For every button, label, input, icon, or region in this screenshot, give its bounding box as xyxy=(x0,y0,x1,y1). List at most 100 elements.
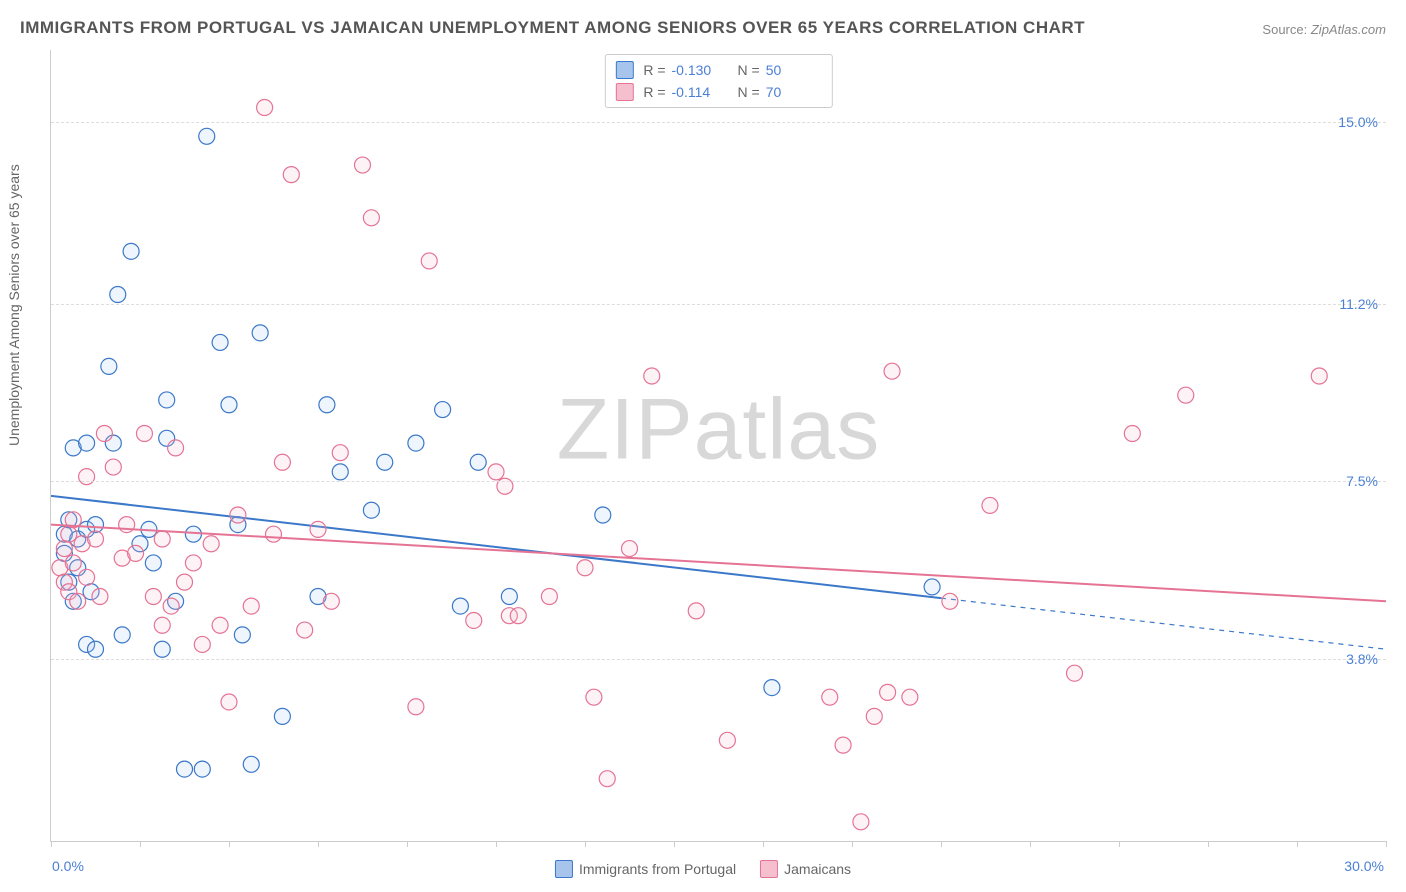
data-point xyxy=(942,593,958,609)
y-tick-label: 7.5% xyxy=(1346,473,1378,489)
data-point xyxy=(297,622,313,638)
data-point xyxy=(363,210,379,226)
r-label: R = xyxy=(643,62,665,78)
data-point xyxy=(185,555,201,571)
series-legend: Immigrants from Portugal Jamaicans xyxy=(555,860,851,878)
data-point xyxy=(323,593,339,609)
data-point xyxy=(177,574,193,590)
data-point xyxy=(96,426,112,442)
x-tickmark xyxy=(763,841,764,847)
data-point xyxy=(145,589,161,605)
y-tick-label: 15.0% xyxy=(1338,114,1378,130)
n-value: 50 xyxy=(766,62,822,78)
data-point xyxy=(70,593,86,609)
data-point xyxy=(283,167,299,183)
x-tickmark xyxy=(318,841,319,847)
data-point xyxy=(274,708,290,724)
chart-title: IMMIGRANTS FROM PORTUGAL VS JAMAICAN UNE… xyxy=(20,18,1085,38)
data-point xyxy=(622,541,638,557)
data-point xyxy=(79,569,95,585)
legend-row: R =-0.130N =50 xyxy=(615,59,821,81)
data-point xyxy=(110,286,126,302)
data-point xyxy=(154,617,170,633)
data-point xyxy=(319,397,335,413)
x-tickmark xyxy=(51,841,52,847)
data-point xyxy=(853,814,869,830)
data-point xyxy=(880,684,896,700)
data-point xyxy=(79,435,95,451)
data-point xyxy=(252,325,268,341)
source-attribution: Source: ZipAtlas.com xyxy=(1262,22,1386,37)
data-point xyxy=(128,545,144,561)
x-tick-max: 30.0% xyxy=(1344,858,1384,874)
source-label: Source: xyxy=(1262,22,1307,37)
legend-item: Jamaicans xyxy=(760,860,851,878)
data-point xyxy=(56,541,72,557)
data-point xyxy=(599,771,615,787)
data-point xyxy=(1067,665,1083,681)
data-point xyxy=(541,589,557,605)
data-point xyxy=(1178,387,1194,403)
data-point xyxy=(230,507,246,523)
trend-line xyxy=(51,525,1386,602)
data-point xyxy=(243,756,259,772)
data-point xyxy=(1124,426,1140,442)
data-point xyxy=(163,598,179,614)
x-tickmark xyxy=(585,841,586,847)
data-point xyxy=(65,555,81,571)
data-point xyxy=(377,454,393,470)
x-tickmark xyxy=(1208,841,1209,847)
data-point xyxy=(835,737,851,753)
n-value: 70 xyxy=(766,84,822,100)
data-point xyxy=(114,627,130,643)
legend-label: Jamaicans xyxy=(784,861,851,877)
data-point xyxy=(194,761,210,777)
data-point xyxy=(274,454,290,470)
data-point xyxy=(510,608,526,624)
data-point xyxy=(586,689,602,705)
data-point xyxy=(435,402,451,418)
data-point xyxy=(185,526,201,542)
data-point xyxy=(310,521,326,537)
data-point xyxy=(101,358,117,374)
x-tickmark xyxy=(1119,841,1120,847)
data-point xyxy=(168,440,184,456)
legend-swatch xyxy=(555,860,573,878)
data-point xyxy=(221,397,237,413)
legend-label: Immigrants from Portugal xyxy=(579,861,736,877)
x-tick-min: 0.0% xyxy=(52,858,84,874)
data-point xyxy=(92,589,108,605)
plot-area: ZIPatlas R =-0.130N =50R =-0.114N =70 3.… xyxy=(50,50,1386,842)
data-point xyxy=(105,459,121,475)
y-axis-label: Unemployment Among Seniors over 65 years xyxy=(6,164,22,446)
r-label: R = xyxy=(643,84,665,100)
data-point xyxy=(88,531,104,547)
x-tickmark xyxy=(229,841,230,847)
gridline xyxy=(51,659,1386,660)
y-tick-label: 3.8% xyxy=(1346,651,1378,667)
data-point xyxy=(212,334,228,350)
legend-swatch xyxy=(615,83,633,101)
x-tickmark xyxy=(1030,841,1031,847)
data-point xyxy=(154,531,170,547)
data-point xyxy=(488,464,504,480)
data-point xyxy=(88,517,104,533)
data-point xyxy=(408,699,424,715)
x-tickmark xyxy=(496,841,497,847)
y-tick-label: 11.2% xyxy=(1339,296,1378,312)
x-tickmark xyxy=(674,841,675,847)
data-point xyxy=(501,589,517,605)
data-point xyxy=(466,612,482,628)
data-point xyxy=(177,761,193,777)
data-point xyxy=(764,680,780,696)
data-point xyxy=(88,641,104,657)
data-point xyxy=(332,445,348,461)
data-point xyxy=(884,363,900,379)
n-label: N = xyxy=(738,84,760,100)
data-point xyxy=(159,392,175,408)
data-point xyxy=(243,598,259,614)
data-point xyxy=(452,598,468,614)
data-point xyxy=(470,454,486,470)
data-point xyxy=(221,694,237,710)
gridline xyxy=(51,122,1386,123)
